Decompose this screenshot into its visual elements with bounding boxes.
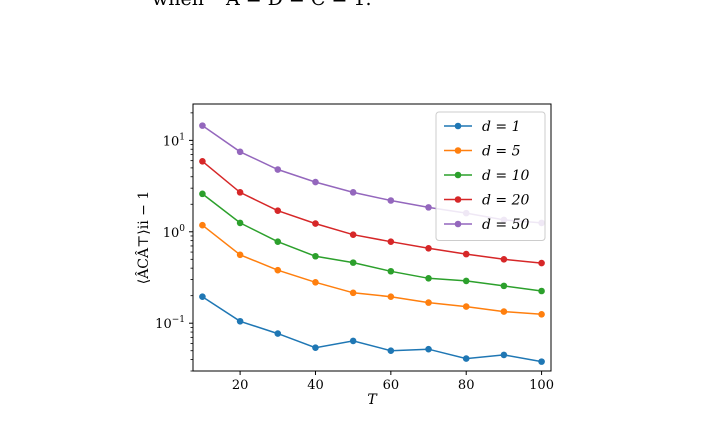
data-point	[500, 256, 508, 263]
series-0	[199, 293, 545, 365]
data-point	[349, 289, 357, 297]
series-line-2	[201, 193, 542, 292]
legend-label: d = 50	[482, 217, 530, 233]
data-point	[312, 178, 319, 186]
data-point	[312, 220, 319, 227]
x-tick-label: 60	[383, 378, 400, 393]
x-tick-label: 40	[307, 378, 324, 393]
data-point	[199, 122, 206, 129]
legend-item: d = 20	[444, 193, 530, 209]
y-axis-title-group: ⟨ÂCÂ⊤⟩ii − 1	[134, 191, 152, 285]
legend-swatch-marker	[454, 147, 462, 154]
data-point	[538, 311, 545, 318]
data-point	[236, 148, 244, 156]
data-point	[312, 344, 319, 351]
data-point	[349, 189, 357, 196]
data-point	[199, 221, 206, 229]
legend-item: d = 50	[444, 217, 530, 233]
data-point	[462, 250, 470, 258]
top-text-line: when −A = D = C = 1.	[152, 0, 372, 10]
data-point	[349, 231, 357, 238]
data-point	[236, 189, 244, 196]
y-tick-label: 101	[163, 132, 185, 149]
y-axis-title: ⟨ÂCÂ⊤⟩ii − 1	[134, 191, 152, 285]
legend-label: d = 20	[482, 193, 530, 209]
series-layer	[199, 122, 545, 365]
data-point	[199, 158, 206, 165]
legend-item: d = 1	[444, 119, 521, 135]
data-point	[349, 259, 357, 266]
data-point	[387, 293, 395, 300]
legend-swatch-marker	[454, 220, 462, 228]
legend-label: d = 1	[482, 119, 521, 135]
data-point	[387, 267, 395, 275]
data-point	[199, 293, 206, 300]
data-point	[462, 303, 470, 310]
data-point	[538, 358, 545, 365]
data-point	[425, 244, 432, 252]
legend-frame	[435, 111, 546, 241]
series-1	[199, 221, 545, 318]
ticks-layer: 20 40 60 80 100 10−1 100 101	[155, 112, 554, 393]
data-point	[274, 266, 282, 274]
data-point	[387, 197, 395, 204]
data-point	[274, 166, 282, 173]
data-point	[538, 287, 545, 295]
data-point	[236, 317, 244, 325]
data-point	[538, 259, 545, 267]
x-tick-label: 80	[458, 378, 475, 393]
series-3	[199, 158, 545, 267]
data-point	[500, 282, 508, 290]
x-tick-label: 20	[232, 378, 249, 393]
legend-swatch-marker	[454, 122, 462, 130]
data-point	[349, 337, 357, 345]
series-line-3	[201, 160, 542, 264]
data-point	[274, 330, 282, 337]
series-line-0	[201, 296, 542, 363]
data-point	[274, 207, 282, 215]
data-point	[425, 204, 432, 211]
legend-swatch-marker	[454, 171, 462, 179]
data-point	[312, 279, 319, 286]
data-point	[425, 299, 432, 306]
data-point	[312, 252, 319, 260]
x-axis-title: T	[367, 392, 378, 408]
axes-frame	[192, 103, 552, 372]
legend-label: d = 5	[482, 144, 521, 160]
legend: d = 1 d = 5 d = 10 d = 20 d = 50	[435, 111, 546, 241]
data-point	[387, 347, 395, 355]
legend-item: d = 10	[444, 168, 530, 184]
data-point	[462, 277, 470, 285]
legend-item: d = 5	[444, 144, 521, 160]
x-tick-label: 100	[529, 378, 554, 393]
legend-label: d = 10	[482, 168, 530, 184]
data-point	[274, 238, 282, 245]
data-point	[462, 355, 470, 362]
data-point	[500, 308, 508, 315]
data-point	[500, 351, 508, 359]
data-point	[387, 238, 395, 245]
data-point	[425, 274, 432, 282]
y-tick-label: 10−1	[155, 315, 185, 332]
data-point	[425, 345, 432, 353]
legend-swatch-marker	[454, 196, 462, 203]
data-point	[236, 251, 244, 259]
data-point	[199, 190, 206, 198]
data-point	[236, 219, 244, 227]
series-line-1	[201, 224, 542, 316]
series-2	[199, 190, 545, 295]
y-tick-label: 100	[163, 224, 186, 241]
